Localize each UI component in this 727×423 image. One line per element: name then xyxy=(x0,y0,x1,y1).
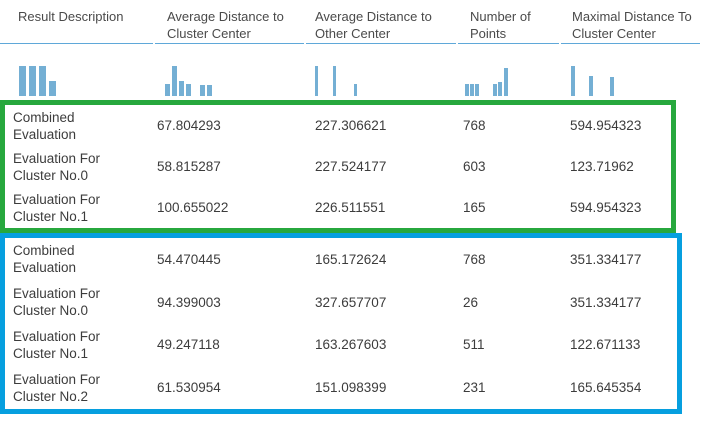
column-header-result-description: Result Description xyxy=(0,0,153,44)
table-row: Evaluation For Cluster No.1 49.247118 16… xyxy=(5,324,677,367)
cell-number-of-points: 165 xyxy=(463,200,486,215)
histogram-bar xyxy=(165,84,170,96)
cell-avg-distance-cluster-center: 61.530954 xyxy=(157,380,221,396)
histogram-bar xyxy=(39,66,46,96)
cell-avg-distance-cluster-center: 54.470445 xyxy=(157,251,221,267)
cell-avg-distance-cluster-center: 58.815287 xyxy=(157,159,221,174)
row-label: Evaluation For Cluster No.1 xyxy=(13,191,101,224)
histogram-bar xyxy=(333,66,336,96)
histogram-bar xyxy=(49,81,56,96)
table-row: Evaluation For Cluster No.1 100.655022 2… xyxy=(5,187,671,228)
column-header-max-distance-cluster-center: Maximal Distance To Cluster Center xyxy=(561,0,700,44)
row-label: Evaluation For Cluster No.0 xyxy=(13,150,101,183)
histogram-thumbnail-max-distance-cluster-center[interactable] xyxy=(561,64,711,96)
cell-number-of-points: 26 xyxy=(463,294,479,310)
histogram-bar xyxy=(315,66,318,96)
histogram-thumbnail-avg-distance-cluster-center[interactable] xyxy=(155,64,305,96)
cell-avg-distance-other-center: 227.524177 xyxy=(315,159,387,174)
histogram-bar xyxy=(610,77,614,96)
cell-max-distance-cluster-center: 165.645354 xyxy=(570,380,642,396)
cell-number-of-points: 231 xyxy=(463,380,486,396)
row-label: Evaluation For Cluster No.2 xyxy=(13,371,101,404)
histogram-thumbnail-avg-distance-other-center[interactable] xyxy=(306,64,456,96)
cell-max-distance-cluster-center: 351.334177 xyxy=(570,294,642,310)
histogram-thumbnail-number-of-points[interactable] xyxy=(458,64,608,96)
histogram-bar xyxy=(172,66,177,96)
histogram-bar xyxy=(179,81,184,96)
table-row: Evaluation For Cluster No.2 61.530954 15… xyxy=(5,366,677,409)
cell-avg-distance-cluster-center: 67.804293 xyxy=(157,118,221,133)
cell-max-distance-cluster-center: 594.954323 xyxy=(570,200,642,215)
row-label: Evaluation For Cluster No.1 xyxy=(13,328,101,361)
cell-avg-distance-other-center: 151.098399 xyxy=(315,380,387,396)
histogram-bar xyxy=(504,68,508,96)
histogram-thumbnail-result-description[interactable] xyxy=(0,64,150,96)
cell-avg-distance-cluster-center: 49.247118 xyxy=(157,337,220,353)
cell-avg-distance-cluster-center: 100.655022 xyxy=(157,200,229,215)
cell-number-of-points: 768 xyxy=(463,118,486,133)
histogram-bar xyxy=(29,66,36,96)
cell-avg-distance-other-center: 165.172624 xyxy=(315,251,387,267)
column-header-avg-distance-other-center: Average Distance to Other Center xyxy=(306,0,456,44)
table-row: Combined Evaluation 67.804293 227.306621… xyxy=(5,105,671,146)
cell-avg-distance-other-center: 226.511551 xyxy=(315,200,386,215)
cell-max-distance-cluster-center: 594.954323 xyxy=(570,118,642,133)
histogram-bar xyxy=(589,76,593,96)
row-label: Combined Evaluation xyxy=(13,109,77,142)
histogram-bar xyxy=(493,84,497,96)
histogram-thumbnail-row xyxy=(0,44,700,98)
histogram-bar xyxy=(475,84,479,96)
histogram-bar xyxy=(354,84,357,96)
annotation-box-blue: Combined Evaluation 54.470445 165.172624… xyxy=(0,233,682,414)
table-row: Combined Evaluation 54.470445 165.172624… xyxy=(5,238,677,281)
cell-number-of-points: 511 xyxy=(463,337,485,353)
cell-max-distance-cluster-center: 123.71962 xyxy=(570,159,634,174)
histogram-bar xyxy=(465,84,469,96)
table-row: Evaluation For Cluster No.0 58.815287 22… xyxy=(5,146,671,187)
cell-avg-distance-other-center: 227.306621 xyxy=(315,118,387,133)
cell-number-of-points: 603 xyxy=(463,159,486,174)
column-header-avg-distance-cluster-center: Average Distance to Cluster Center xyxy=(155,0,304,44)
histogram-bar xyxy=(200,85,205,96)
cell-number-of-points: 768 xyxy=(463,251,486,267)
table-header: Result Description Average Distance to C… xyxy=(0,0,700,44)
histogram-bar xyxy=(186,84,191,96)
row-label: Evaluation For Cluster No.0 xyxy=(13,286,101,319)
cell-max-distance-cluster-center: 351.334177 xyxy=(570,251,642,267)
histogram-bar xyxy=(498,82,502,96)
column-header-number-of-points: Number of Points xyxy=(458,0,559,44)
cell-avg-distance-other-center: 327.657707 xyxy=(315,294,387,310)
histogram-bar xyxy=(19,66,26,96)
cell-avg-distance-cluster-center: 94.399003 xyxy=(157,294,221,310)
histogram-bar xyxy=(571,66,575,96)
table-row: Evaluation For Cluster No.0 94.399003 32… xyxy=(5,281,677,324)
annotation-box-green: Combined Evaluation 67.804293 227.306621… xyxy=(0,100,676,233)
cell-avg-distance-other-center: 163.267603 xyxy=(315,337,387,353)
cell-max-distance-cluster-center: 122.671133 xyxy=(570,337,641,353)
row-label: Combined Evaluation xyxy=(13,243,77,276)
histogram-bar xyxy=(470,84,474,96)
histogram-bar xyxy=(207,85,212,96)
